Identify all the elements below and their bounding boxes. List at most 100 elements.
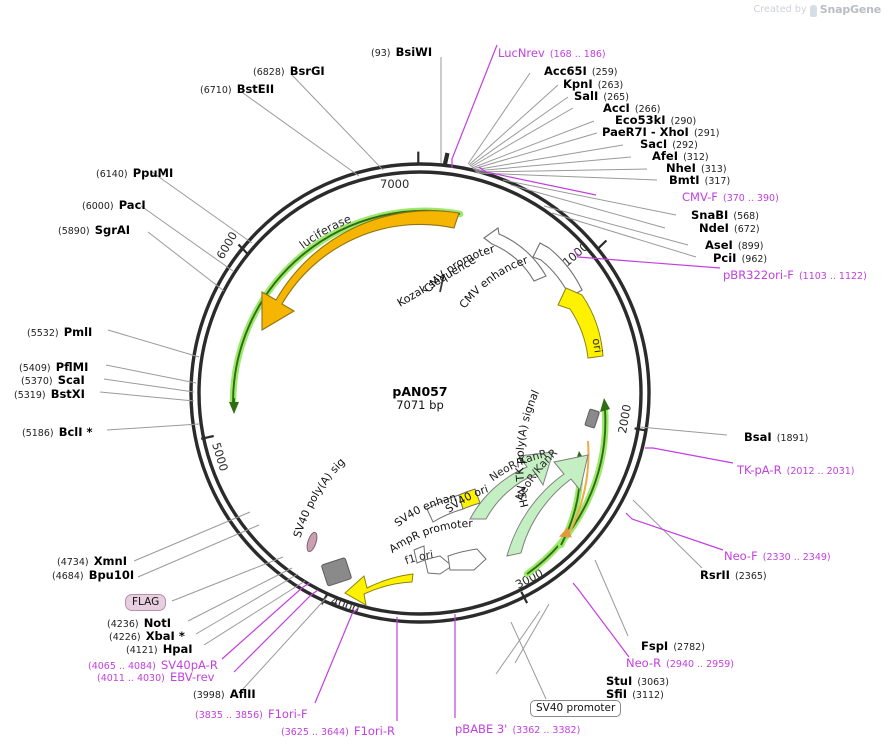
watermark-created-by: Created by [753,4,807,15]
enzyme-name: SfiI [606,687,628,701]
enzyme-label-ppumi: (6140) PpuMI [96,164,173,180]
enzyme-label-sgrai: (5890) SgrAI [58,221,130,237]
enzyme-name: BstXI [50,387,85,401]
enzyme-name: BclI * [58,425,93,439]
enzyme-label-xbai: (4226) XbaI * [109,627,185,643]
primer-label-neo-r: Neo-R (2940 .. 2959) [626,654,734,670]
enzyme-label-bsteii: (6710) BstEII [200,80,274,96]
enzyme-name: Acc65I [544,64,587,78]
enzyme-name: HpaI [162,642,193,656]
enzyme-pos: (266) [634,104,661,115]
enzyme-label-saci: SacI (292) [640,135,698,151]
primer-name: CMV-F [682,190,718,204]
enzyme-pos: (312) [683,152,709,163]
feature-sv40-polya [306,531,352,587]
enzyme-pos: (265) [603,92,629,103]
enzyme-label-hpai: (4121) HpaI [126,640,193,656]
enzyme-pos: (5186) [22,428,54,439]
enzyme-label-noti: (4236) NotI [107,614,171,630]
enzyme-pos: (568) [733,211,759,222]
feature-cmv-promoter [483,227,547,282]
enzyme-pos: (899) [737,241,764,252]
feature-hsv-tk-polya [584,408,600,429]
enzyme-name: BsaI [744,430,772,444]
enzyme-pos: (5532) [27,328,59,339]
primer-name: SV40pA-R [160,658,218,672]
enzyme-pos: (3112) [632,690,664,701]
enzyme-pos: (6710) [200,85,232,96]
primer-label-neo-f: Neo-F (2330 .. 2349) [724,547,831,563]
tick-label-7000: 7000 [380,177,409,191]
plasmid-size: 7071 bp [396,398,444,412]
enzyme-name: AccI [603,101,630,115]
primer-label-tk-pa-r: TK-pA-R (2012 .. 2031) [737,461,855,477]
enzyme-pos: (3998) [193,690,225,701]
enzyme-label-kpni: KpnI (263) [563,75,623,91]
enzyme-label-bsrgi: (6828) BsrGI [253,62,325,78]
enzyme-pos: (2782) [673,642,705,653]
enzyme-name: Bpu10I [88,568,135,582]
enzyme-label-bcli: (5186) BclI * [22,423,93,439]
enzyme-label-bmti: BmtI (317) [669,171,730,187]
enzyme-name: SgrAI [94,223,131,237]
enzyme-label-acci: AccI (266) [603,99,660,115]
primer-range: (4011 .. 4030) [97,673,165,684]
enzyme-name: AseI [705,238,733,252]
enzyme-label-pflmi: (5409) PflMI [19,358,88,374]
enzyme-name: PaeR7I - XhoI [602,125,689,139]
enzyme-pos: (2365) [735,571,767,582]
enzyme-label-asei: AseI (899) [705,236,763,252]
primer-range: (3362 .. 3382) [512,725,581,736]
enzyme-name: NdeI [699,221,729,235]
enzyme-label-sfii: SfiI (3112) [606,685,664,701]
enzyme-name: FspI [641,639,669,653]
plasmid-name: pAN057 [392,384,447,399]
enzyme-pos: (317) [704,176,731,187]
enzyme-label-pmli: (5532) PmlI [27,323,92,339]
primer-name: EBV-rev [169,670,215,684]
plasmid-backbone [189,162,651,624]
enzyme-label-paci: (6000) PacI [82,196,146,212]
primer-name: F1ori-F [267,707,308,721]
primer-name: Neo-F [724,549,758,563]
enzyme-name: ScaI [57,373,85,387]
enzyme-pos: (313) [700,164,727,175]
enzyme-pos: (292) [672,140,698,151]
feature-ori: ori [557,287,605,359]
enzyme-label-bsiwi: (93) BsiWI [371,43,432,59]
feature-luciferase: luciferase [261,210,460,331]
enzyme-pos: (6000) [82,201,114,212]
feature-label-sv40-polya: SV40 poly(A) signal [0,0,348,539]
enzyme-name: NotI [143,616,171,630]
primer-label-pbabe3: pBABE 3' (3362 .. 3382) [455,720,580,736]
primer-label-f1ori-r: (3625 .. 3644) F1ori-R [281,722,395,738]
enzyme-name: Eco53kI [615,113,666,127]
neo-highlight-arc [523,398,610,578]
feature-sv40-ori [458,488,481,510]
enzyme-label-aflii: (3998) AflII [193,685,256,701]
enzyme-name: SacI [640,137,668,151]
enzyme-label-eco53ki: Eco53kI (290) [615,111,696,127]
enzyme-label-bpu10i: (4684) Bpu10I [52,566,134,582]
primer-range: (1103 .. 1122) [798,271,867,282]
enzyme-label-paer7i-xhoi: PaeR7I - XhoI (291) [602,123,719,139]
enzyme-pos: (4226) [109,632,141,643]
enzyme-label-pcii: PciI (962) [713,249,767,265]
primer-name: pBR322ori-F [723,268,794,282]
enzyme-name: BsiWI [395,45,433,59]
snapgene-logo-icon [809,4,817,17]
primer-label-f1ori-f: (3835 .. 3856) F1ori-F [195,705,308,721]
ruler-ticks [200,151,648,605]
leader-lines-primers [221,44,734,721]
primer-label-sv40pa-r: (4065 .. 4084) SV40pA-R [88,656,218,672]
enzyme-name: PpuMI [132,166,174,180]
primer-name: LucNrev [498,46,545,60]
enzyme-label-rsrii: RsrII (2365) [700,566,767,582]
enzyme-pos: (290) [670,116,697,127]
primer-range: (3625 .. 3644) [281,727,349,738]
enzyme-pos: (3063) [637,677,669,688]
feature-box-flag-tag: FLAG [125,594,167,611]
enzyme-label-bsai: BsaI (1891) [744,428,808,444]
enzyme-label-sali: SalI (265) [574,87,629,103]
primer-name: Neo-R [626,656,662,670]
